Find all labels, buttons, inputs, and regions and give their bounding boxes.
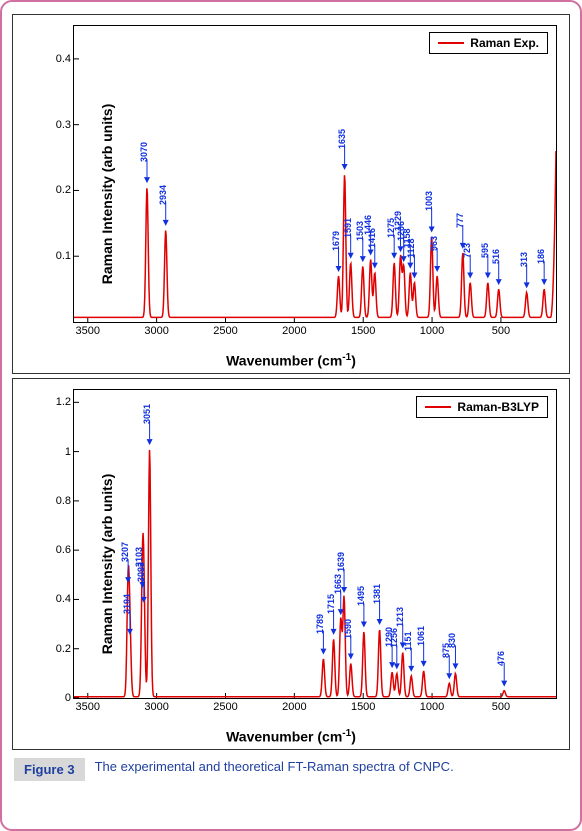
legend-bottom: Raman-B3LYP: [416, 396, 548, 418]
xtick-label: 1500: [351, 701, 375, 713]
peak-label: 723: [462, 243, 472, 258]
peak-label: 1256: [389, 628, 399, 648]
ytick-label: 0.8: [56, 495, 71, 507]
ytick-label: 0.2: [56, 184, 71, 196]
peak-label: 3207: [120, 542, 130, 562]
peak-label: 1213: [395, 607, 405, 627]
peak-label: 1635: [337, 129, 347, 149]
xtick-label: 3500: [76, 701, 100, 713]
ytick-label: 0.3: [56, 119, 71, 131]
peak-label: 186: [536, 249, 546, 264]
ytick-label: 1: [65, 446, 71, 458]
peak-label: 313: [519, 252, 529, 267]
legend-label-top: Raman Exp.: [470, 36, 539, 50]
ytick-label: 0.1: [56, 250, 71, 262]
peak-label: 777: [455, 213, 465, 228]
peak-label: 830: [447, 633, 457, 648]
peak-label: 1679: [331, 231, 341, 251]
figure-container: Raman Intensity (arb units) Raman Exp. 0…: [0, 0, 582, 831]
peak-label: 476: [496, 651, 506, 666]
top-chart-panel: Raman Intensity (arb units) Raman Exp. 0…: [12, 14, 570, 374]
peak-label: 1381: [372, 584, 382, 604]
plot-area-bottom: Raman-B3LYP 00.20.40.60.811.235003000250…: [73, 389, 557, 699]
xtick-label: 1500: [351, 325, 375, 337]
xtick-label: 1000: [420, 325, 444, 337]
peak-label: 516: [491, 249, 501, 264]
figure-caption-text: The experimental and theoretical FT-Rama…: [95, 758, 568, 776]
xtick-label: 2000: [282, 325, 306, 337]
xtick-label: 500: [492, 325, 510, 337]
peak-label: 963: [429, 236, 439, 251]
peak-label: 1591: [343, 218, 353, 238]
peak-label: 1715: [326, 594, 336, 614]
peak-label: 2934: [158, 185, 168, 205]
ytick-label: 0.6: [56, 544, 71, 556]
bottom-chart-panel: Raman Intensity (arb units) Raman-B3LYP …: [12, 378, 570, 750]
peak-label: 3194: [122, 594, 132, 614]
ytick-label: 0.2: [56, 643, 71, 655]
ytick-label: 0.4: [56, 593, 71, 605]
spectrum-svg-top: [74, 26, 556, 322]
ytick-label: 0.4: [56, 53, 71, 65]
x-axis-label-bot: Wavenumber (cm-1): [226, 728, 356, 745]
xtick-label: 3000: [144, 325, 168, 337]
peak-label: 1128: [406, 238, 416, 258]
figure-caption: Figure 3 The experimental and theoretica…: [14, 758, 568, 781]
ytick-label: 1.2: [56, 396, 71, 408]
peak-label: 1663: [333, 574, 343, 594]
x-axis-label-top: Wavenumber (cm-1): [226, 352, 356, 369]
peak-label: 3093: [136, 562, 146, 582]
legend-label-bottom: Raman-B3LYP: [457, 400, 539, 414]
peak-label: 1789: [315, 614, 325, 634]
figure-badge: Figure 3: [14, 758, 85, 781]
peak-label: 1639: [336, 552, 346, 572]
xtick-label: 1000: [420, 701, 444, 713]
peak-label: 1590: [343, 618, 353, 638]
peak-label: 1416: [367, 228, 377, 248]
peak-label: 595: [480, 243, 490, 258]
peak-label: 1151: [403, 631, 413, 651]
peak-label: 1003: [424, 191, 434, 211]
xtick-label: 2500: [213, 325, 237, 337]
legend-line-top: [438, 42, 464, 44]
spectrum-svg-bottom: [74, 390, 556, 698]
xtick-label: 2500: [213, 701, 237, 713]
plot-area-top: Raman Exp. 0.10.20.30.435003000250020001…: [73, 25, 557, 323]
peak-label: 1061: [416, 626, 426, 646]
xtick-label: 3000: [144, 701, 168, 713]
legend-top: Raman Exp.: [429, 32, 548, 54]
ytick-label: 0: [65, 692, 71, 704]
xtick-label: 2000: [282, 701, 306, 713]
xtick-label: 3500: [76, 325, 100, 337]
peak-label: 3070: [139, 142, 149, 162]
peak-label: 3051: [142, 404, 152, 424]
legend-line-bottom: [425, 406, 451, 408]
peak-label: 1495: [356, 586, 366, 606]
xtick-label: 500: [492, 701, 510, 713]
